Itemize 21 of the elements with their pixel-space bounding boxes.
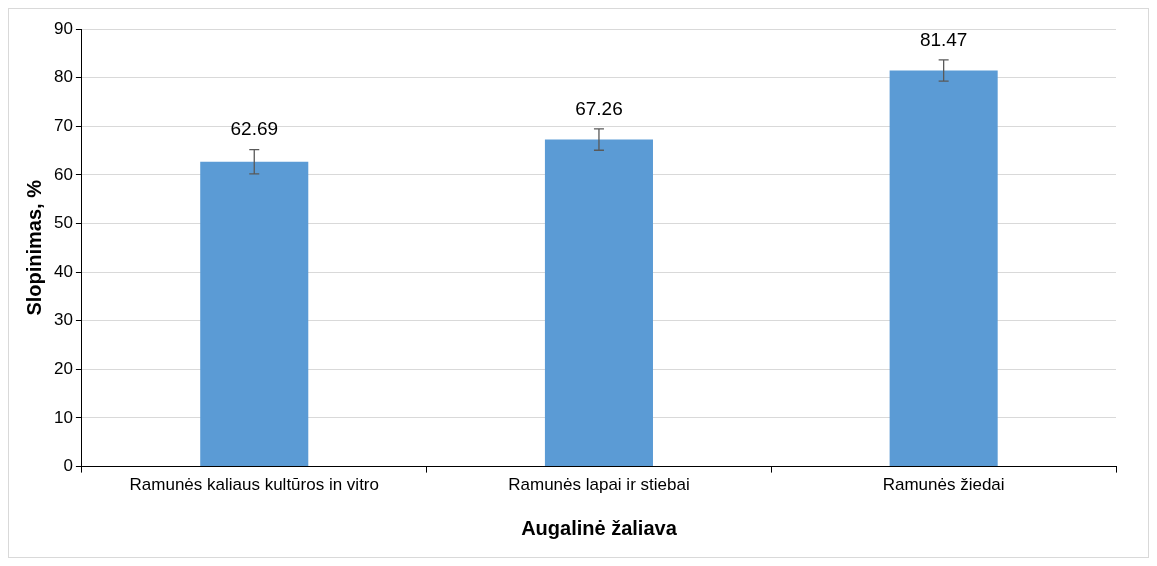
bar — [889, 70, 998, 467]
y-tick-label: 80 — [53, 67, 73, 87]
y-tick-label: 30 — [53, 310, 73, 330]
y-tick-label: 60 — [53, 164, 73, 184]
x-axis-title: Augalinė žaliava — [521, 516, 678, 539]
y-tick-label: 40 — [53, 261, 73, 281]
x-tick-label: Ramunės kaliaus kultūros in vitro — [129, 475, 379, 495]
data-label: 81.47 — [919, 28, 968, 50]
y-tick-label: 90 — [53, 18, 73, 38]
y-tick-label: 20 — [53, 359, 73, 379]
data-label: 62.69 — [230, 118, 279, 140]
bar — [200, 161, 309, 467]
bar — [544, 139, 653, 467]
y-tick-label: 10 — [53, 407, 73, 427]
data-label: 67.26 — [575, 97, 623, 119]
y-tick-label: 0 — [63, 456, 73, 476]
x-tick-label: Ramunės lapai ir stiebai — [508, 475, 690, 495]
y-tick-label: 50 — [53, 213, 73, 233]
y-tick-label: 70 — [53, 115, 73, 135]
x-tick-label: Ramunės žiedai — [882, 475, 1005, 495]
y-axis-title: Slopinimas, % — [22, 179, 45, 316]
